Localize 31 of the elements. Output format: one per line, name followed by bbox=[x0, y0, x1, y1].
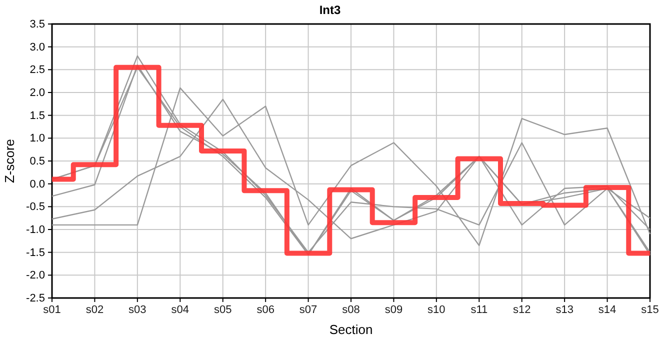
y-tick-label: 0.0 bbox=[30, 178, 45, 190]
x-tick-label: s02 bbox=[86, 304, 104, 316]
y-tick-label: 1.0 bbox=[30, 132, 45, 145]
x-tick-label: s14 bbox=[598, 304, 616, 316]
y-tick-label: 3.5 bbox=[30, 18, 45, 31]
x-tick-label: s07 bbox=[299, 304, 318, 316]
x-tick-label: s09 bbox=[384, 304, 403, 316]
y-tick-label: -2.5 bbox=[26, 292, 45, 305]
x-tick-label: s05 bbox=[214, 304, 232, 316]
y-tick-label: -2.0 bbox=[26, 270, 45, 282]
y-axis-title: Z-score bbox=[2, 138, 17, 184]
x-tick-label: s03 bbox=[128, 304, 146, 316]
y-tick-label: -0.5 bbox=[26, 201, 45, 214]
x-tick-label: s06 bbox=[256, 304, 274, 316]
x-tick-label: s08 bbox=[342, 304, 360, 316]
x-tick-label: s10 bbox=[428, 304, 446, 316]
x-tick-label: s11 bbox=[470, 304, 488, 316]
x-tick-label: s13 bbox=[556, 304, 574, 316]
y-tick-label: -1.0 bbox=[26, 224, 45, 236]
y-tick-label: 3.0 bbox=[30, 41, 45, 54]
x-axis-title: Section bbox=[329, 322, 373, 337]
y-tick-label: -1.5 bbox=[26, 246, 45, 259]
y-tick-label: 0.5 bbox=[30, 156, 45, 168]
x-tick-label: s15 bbox=[641, 304, 659, 316]
y-tick-label: 2.0 bbox=[30, 87, 45, 100]
chart-title: Int3 bbox=[319, 3, 341, 17]
x-tick-label: s04 bbox=[171, 304, 190, 316]
x-tick-label: s01 bbox=[43, 304, 61, 316]
y-tick-label: 2.5 bbox=[30, 64, 45, 76]
y-tick-label: 1.5 bbox=[30, 110, 45, 122]
x-tick-label: s12 bbox=[512, 304, 531, 316]
